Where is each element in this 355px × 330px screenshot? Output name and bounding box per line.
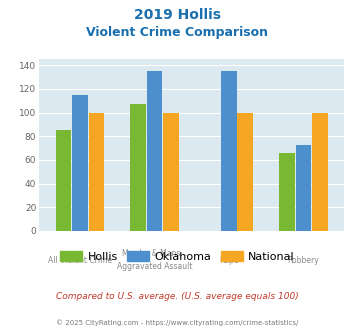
Bar xyxy=(72,95,88,231)
Text: All Violent Crime: All Violent Crime xyxy=(48,256,112,265)
Text: Murder & Mans...: Murder & Mans... xyxy=(122,249,187,258)
Bar xyxy=(130,104,146,231)
Bar xyxy=(312,113,328,231)
Bar xyxy=(279,153,295,231)
Bar xyxy=(163,113,179,231)
Bar xyxy=(221,71,237,231)
Bar xyxy=(296,145,311,231)
Text: Violent Crime Comparison: Violent Crime Comparison xyxy=(87,26,268,39)
Bar xyxy=(147,71,162,231)
Text: © 2025 CityRating.com - https://www.cityrating.com/crime-statistics/: © 2025 CityRating.com - https://www.city… xyxy=(56,319,299,326)
Text: 2019 Hollis: 2019 Hollis xyxy=(134,8,221,22)
Text: Aggravated Assault: Aggravated Assault xyxy=(117,262,192,271)
Bar xyxy=(56,130,71,231)
Text: Robbery: Robbery xyxy=(288,256,319,265)
Text: Rape: Rape xyxy=(219,256,239,265)
Bar xyxy=(88,113,104,231)
Bar xyxy=(237,113,253,231)
Legend: Hollis, Oklahoma, National: Hollis, Oklahoma, National xyxy=(56,247,299,267)
Text: Compared to U.S. average. (U.S. average equals 100): Compared to U.S. average. (U.S. average … xyxy=(56,292,299,301)
